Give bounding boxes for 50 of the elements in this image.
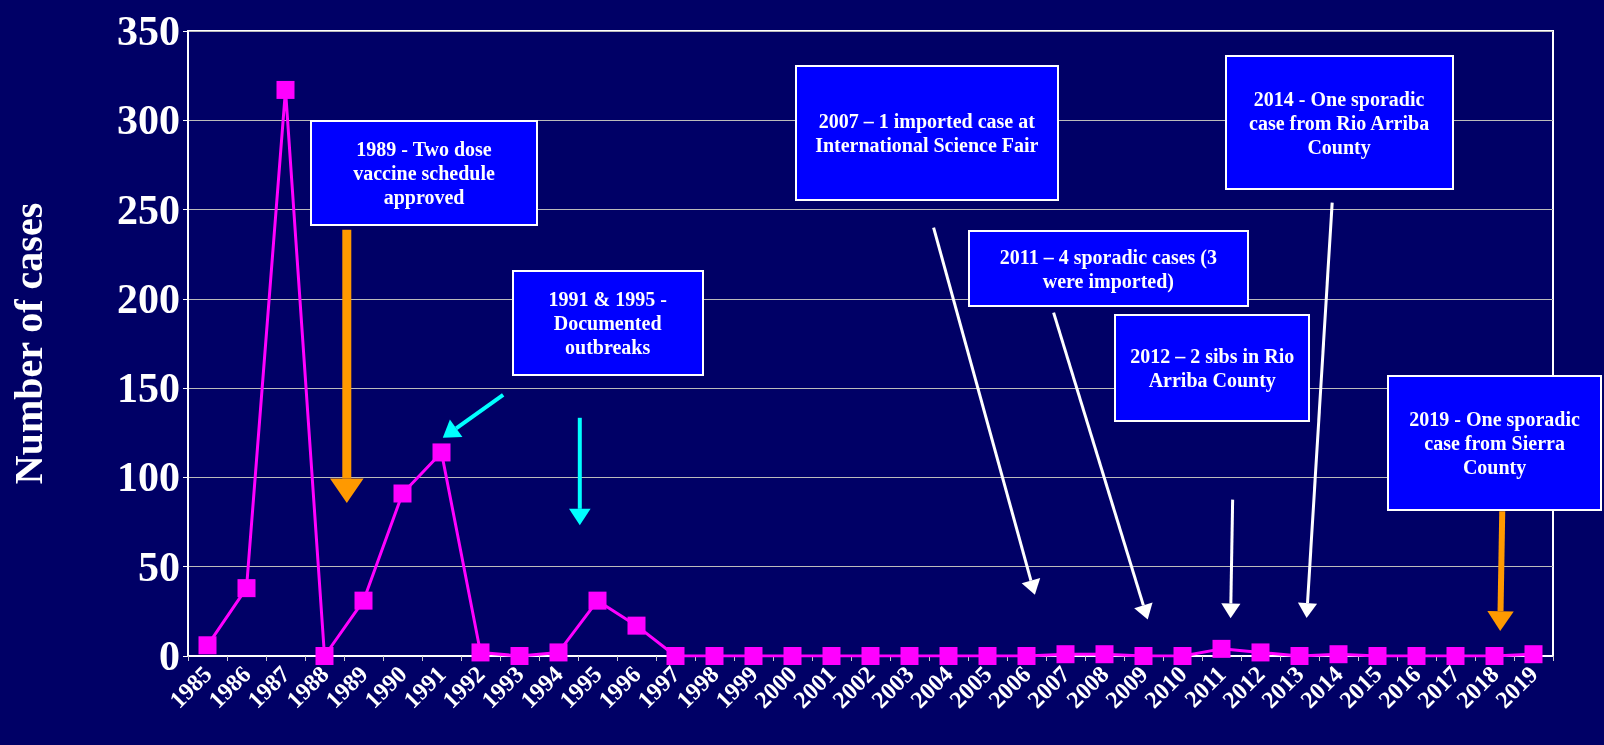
y-axis-title: Number of cases <box>5 202 51 485</box>
callout-box: 1989 - Two dose vaccine schedule approved <box>309 119 539 227</box>
point <box>1407 647 1426 665</box>
point <box>354 591 373 610</box>
y-tick-label: 300 <box>117 97 180 144</box>
point <box>1485 647 1504 665</box>
y-tick-label: 150 <box>117 365 180 412</box>
callout-box: 2011 – 4 sporadic cases (3 were imported) <box>967 230 1250 307</box>
point <box>1251 643 1270 662</box>
callout-box: 1991 & 1995 - Documented outbreaks <box>511 270 704 377</box>
callout-box: 2007 – 1 imported case at International Science Fair <box>794 65 1059 201</box>
point <box>237 579 256 598</box>
point <box>471 643 490 662</box>
point <box>432 443 451 462</box>
point <box>1290 647 1309 665</box>
y-tick-label: 100 <box>117 454 180 501</box>
point <box>1134 647 1153 665</box>
callout-box: 2012 – 2 sibs in Rio Arriba County <box>1114 314 1311 423</box>
point <box>510 647 529 665</box>
point <box>900 647 919 665</box>
point <box>1524 645 1543 664</box>
point <box>861 647 880 665</box>
point <box>1173 647 1192 665</box>
point <box>978 647 997 665</box>
point <box>276 80 295 99</box>
point <box>549 643 568 662</box>
point <box>1329 645 1348 664</box>
y-tick-label: 50 <box>138 543 180 590</box>
y-tick-label: 250 <box>117 186 180 233</box>
callout-box: 2019 - One sporadic case from Sierra County <box>1387 375 1602 512</box>
point <box>198 636 217 655</box>
point <box>822 647 841 665</box>
y-tick-label: 200 <box>117 275 180 322</box>
point <box>315 647 334 665</box>
point <box>705 647 724 665</box>
callout-box: 2014 - One sporadic case from Rio Arriba County <box>1224 55 1454 191</box>
point <box>1212 639 1231 658</box>
point <box>1095 645 1114 664</box>
y-tick-label: 350 <box>117 8 180 54</box>
point <box>1368 647 1387 665</box>
point <box>1056 645 1075 664</box>
point <box>393 484 412 503</box>
point <box>627 616 646 635</box>
point <box>744 647 763 665</box>
point <box>1017 647 1036 665</box>
point <box>939 647 958 665</box>
point <box>588 591 607 610</box>
point <box>1446 647 1465 665</box>
point <box>783 647 802 665</box>
point <box>666 647 685 665</box>
